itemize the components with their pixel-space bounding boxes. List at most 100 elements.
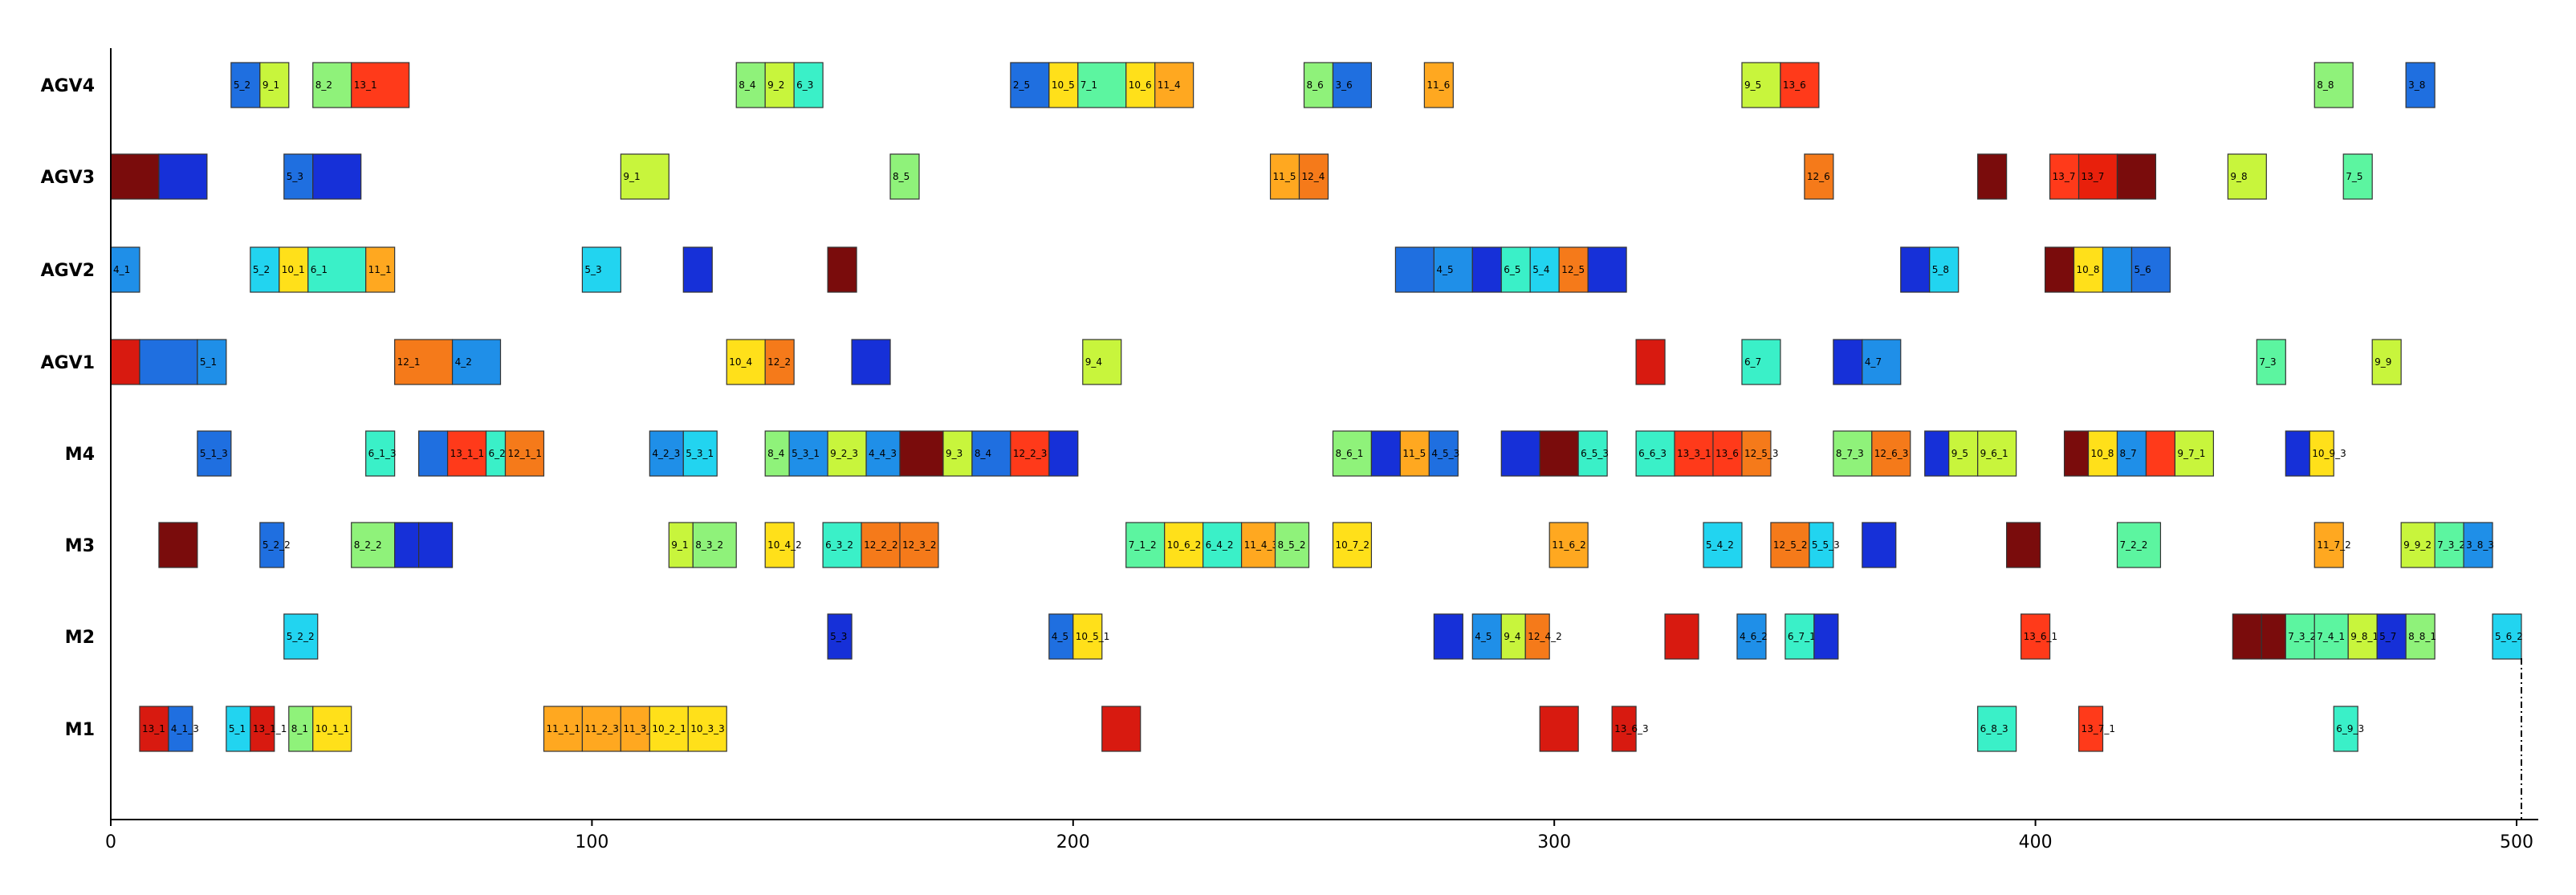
task-bar	[2227, 153, 2267, 200]
task-bar	[1770, 522, 1810, 568]
task-bar	[1154, 62, 1194, 108]
task-bar	[2492, 613, 2522, 660]
task-label: 13_7	[2053, 171, 2076, 182]
task-bar	[620, 153, 669, 200]
task-bar	[365, 430, 396, 477]
task-label: 5_3_1	[686, 448, 714, 459]
task-bar	[899, 522, 939, 568]
task-label: 8_6	[1307, 79, 1324, 91]
task-label: 7_2_2	[2119, 539, 2147, 551]
task-bar	[1077, 62, 1127, 108]
task-label: 9_1	[262, 79, 279, 91]
task-label: 9_4	[1085, 356, 1102, 368]
task-bar	[2077, 706, 2104, 752]
task-bar	[365, 246, 396, 293]
task-label: 5_6_2	[2495, 631, 2523, 642]
task-bar	[1471, 613, 1502, 660]
task-label: 3_8	[2408, 79, 2425, 91]
task-label: 6_3	[796, 79, 813, 91]
row-label: M2	[65, 628, 95, 648]
task-bar	[1471, 246, 1502, 293]
task-bar	[1399, 430, 1430, 477]
task-bar	[827, 430, 867, 477]
task-label: 3_6	[1335, 79, 1352, 91]
task-bar	[1539, 430, 1579, 477]
task-bar	[2116, 522, 2162, 568]
task-bar	[1924, 430, 1950, 477]
task-label: 5_4_2	[1706, 539, 1734, 551]
task-bar	[827, 613, 853, 660]
task-bar	[1048, 62, 1079, 108]
task-label: 6_7	[1744, 356, 1761, 368]
task-label: 10_5_1	[1076, 631, 1110, 642]
task-label: 8_2	[315, 79, 332, 91]
task-label: 11_1_1	[546, 723, 580, 734]
task-bar	[827, 246, 857, 293]
task-label: 10_1	[282, 264, 305, 275]
task-bar	[351, 62, 410, 108]
task-label: 9_5	[1744, 79, 1761, 91]
task-label: 9_6_1	[1980, 448, 2008, 459]
task-bar	[1977, 430, 2017, 477]
task-label: 4_2	[455, 356, 472, 368]
task-bar	[2405, 62, 2436, 108]
task-label: 5_3	[287, 171, 303, 182]
task-bar	[1587, 246, 1627, 293]
task-bar	[2463, 522, 2493, 568]
task-bar	[2145, 430, 2176, 477]
x-axis: 0 100 200 300 400 500	[105, 48, 2538, 852]
x-tick-label: 0	[105, 832, 116, 852]
task-bar	[1303, 62, 1334, 108]
task-bar	[1736, 613, 1767, 660]
task-bar	[899, 430, 944, 477]
task-bar	[158, 522, 198, 568]
task-label: 5_2_2	[287, 631, 315, 642]
task-label: 6_5_3	[1581, 448, 1609, 459]
task-label: 10_1_1	[315, 723, 350, 734]
task-label: 12_4	[1302, 171, 1325, 182]
task-bar	[1577, 430, 1608, 477]
task-bar	[1274, 522, 1310, 568]
task-bar	[110, 339, 140, 385]
row-label: AGV3	[41, 168, 95, 188]
row-label: AGV4	[41, 76, 95, 96]
task-bar	[971, 430, 1011, 477]
task-bar	[788, 430, 828, 477]
task-label: 5_3_1	[792, 448, 820, 459]
task-bar	[1428, 430, 1459, 477]
task-label: 11_3_2	[623, 723, 657, 734]
task-label: 5_3	[584, 264, 601, 275]
task-bar	[283, 153, 314, 200]
task-bar	[2232, 613, 2262, 660]
task-bar	[2285, 430, 2310, 477]
x-tick-label: 200	[1056, 832, 1090, 852]
task-bar	[1741, 339, 1781, 385]
task-bar	[1332, 430, 1373, 477]
task-label: 4_7	[1865, 356, 1882, 368]
task-bar	[1712, 430, 1743, 477]
row-label: AGV2	[41, 261, 95, 281]
task-bar	[2314, 62, 2354, 108]
task-label: 4_2_3	[652, 448, 680, 459]
task-bar	[764, 430, 790, 477]
task-bar	[1741, 62, 1781, 108]
task-bar	[692, 522, 737, 568]
task-label: 13_6_1	[2024, 631, 2058, 642]
task-bar	[288, 706, 314, 752]
task-label: 12_3_2	[902, 539, 937, 551]
task-bar	[889, 153, 920, 200]
task-bar	[312, 153, 362, 200]
task-bar	[682, 430, 718, 477]
task-label: 9_8	[2230, 171, 2247, 182]
task-bar	[1833, 339, 1863, 385]
task-bar	[865, 430, 901, 477]
task-bar	[110, 153, 160, 200]
task-bar	[581, 246, 621, 293]
task-label: 6_8_3	[1980, 723, 2008, 734]
task-label: 4_6_2	[1740, 631, 1768, 642]
task-label: 7_3_2	[2288, 631, 2316, 642]
task-bar	[139, 339, 198, 385]
task-label: 8_1	[291, 723, 308, 734]
row-label: M1	[65, 720, 95, 740]
x-tick-label: 100	[575, 832, 608, 852]
